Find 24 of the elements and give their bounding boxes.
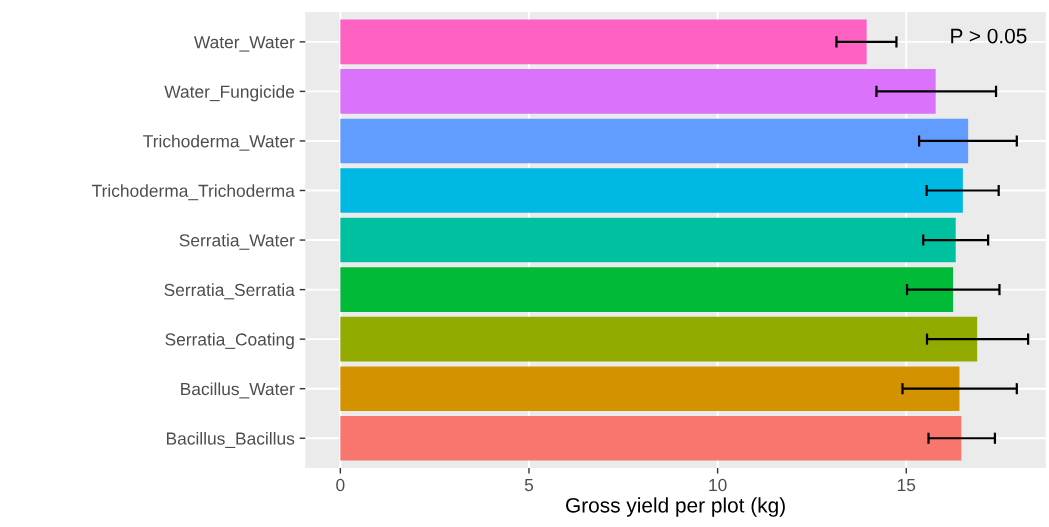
x-axis-title: Gross yield per plot (kg) — [566, 497, 785, 517]
y-tick-label: Bacillus_Water — [181, 382, 295, 399]
bar — [340, 118, 969, 164]
y-tick-label: Water_Water — [193, 36, 295, 52]
y-tick-label: Serratia_Coating — [165, 332, 294, 350]
bar — [340, 415, 962, 461]
x-tick-label: 10 — [709, 478, 727, 492]
y-tick-label: Serratia_Water — [179, 233, 295, 250]
bar — [340, 316, 978, 362]
bar — [340, 217, 956, 263]
bar — [340, 366, 960, 411]
bar — [340, 19, 867, 65]
bar — [340, 69, 936, 114]
y-tick-label: Serratia_Serratia — [164, 283, 295, 300]
y-tick-label: Trichoderma_Trichoderma — [92, 184, 295, 201]
bar — [340, 267, 954, 312]
bar — [340, 168, 963, 213]
y-tick-label: Trichoderma_Water — [143, 134, 295, 151]
x-tick-label: 15 — [897, 479, 916, 492]
y-tick-label: Water_Fungicide — [164, 85, 295, 102]
y-tick-label: Bacillus_Bacillus — [166, 431, 295, 448]
x-tick-label: 0 — [336, 478, 345, 492]
annotation: P > 0.05 — [951, 28, 1027, 44]
x-tick-label: 5 — [524, 479, 534, 492]
